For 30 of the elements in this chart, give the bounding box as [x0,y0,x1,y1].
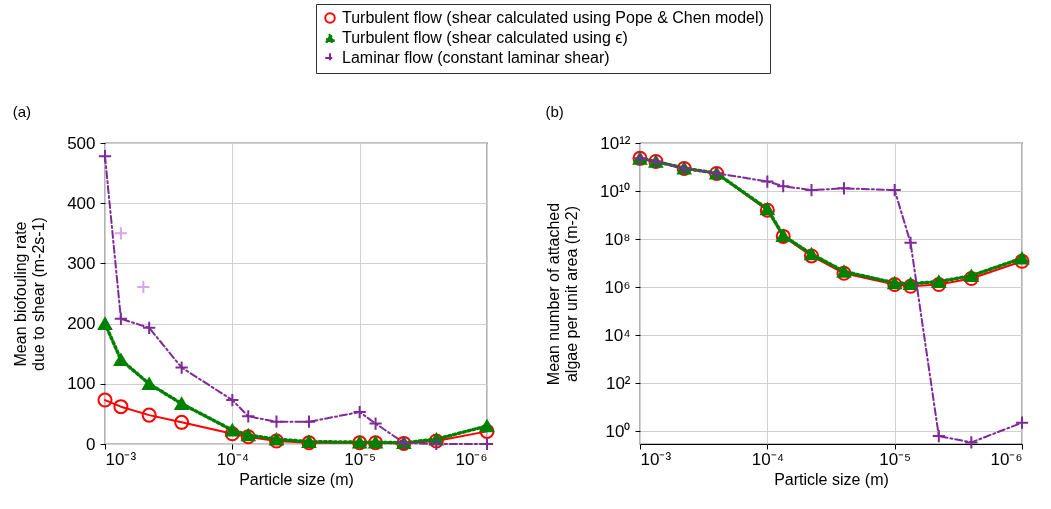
y-tick-label: 10⁰ [605,421,631,441]
y-tick-label: 10⁸ [604,229,631,249]
x-tick-label: 10⁻⁵ [879,449,912,469]
legend-label: Turbulent flow (shear calculated using Pope & Chen model) [342,9,764,26]
x-tick-label: 10⁻⁶ [990,449,1023,469]
x-tick-label: 10⁻⁴ [751,449,784,469]
x-tick-label: 10⁻⁵ [344,449,377,469]
y-tick-label: 10⁴ [604,325,631,345]
y-tick-label: 400 [67,193,96,213]
y-tick-label: 500 [67,133,96,153]
x-axis-title: Particle size (m) [239,470,354,488]
y-axis-title: Mean biofouling rate due to shear (m-2s-1) [12,217,48,371]
x-tick-label: 10⁻³ [105,449,137,469]
x-axis-title: Particle size (m) [774,470,889,488]
y-tick-label: 0 [86,434,96,454]
y-tick-label: 200 [67,314,96,334]
y-tick-label: 300 [67,253,96,273]
y-axis-title: Mean number of attached algae per unit area (m-2) [544,202,580,386]
y-tick-label: 10² [605,373,631,393]
y-tick-label: 10¹² [600,133,631,153]
chart-title: (a) [12,103,31,120]
x-tick-label: 10⁻⁴ [216,449,249,469]
y-tick-label: 10¹⁰ [599,181,631,201]
chart-title: (b) [545,103,564,120]
legend-label: Laminar flow (constant laminar shear) [342,49,610,66]
x-tick-label: 10⁻⁶ [455,449,488,469]
x-tick-label: 10⁻³ [640,449,672,469]
y-tick-label: 100 [67,374,96,394]
y-tick-label: 10⁶ [604,277,631,297]
legend-label: Turbulent flow (shear calculated using ϵ) [342,29,628,46]
